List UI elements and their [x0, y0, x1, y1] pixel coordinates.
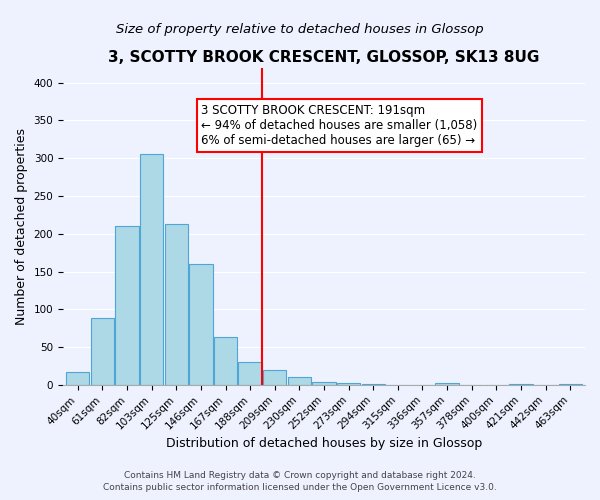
- Bar: [559, 384, 582, 385]
- Bar: [287, 376, 311, 385]
- Text: 3 SCOTTY BROOK CRESCENT: 191sqm
← 94% of detached houses are smaller (1,058)
6% : 3 SCOTTY BROOK CRESCENT: 191sqm ← 94% of…: [202, 104, 478, 147]
- Bar: [140, 154, 163, 385]
- Bar: [238, 362, 262, 385]
- Text: Size of property relative to detached houses in Glossop: Size of property relative to detached ho…: [116, 22, 484, 36]
- Bar: [189, 264, 212, 385]
- Bar: [214, 338, 237, 385]
- X-axis label: Distribution of detached houses by size in Glossop: Distribution of detached houses by size …: [166, 437, 482, 450]
- Bar: [91, 318, 114, 385]
- Y-axis label: Number of detached properties: Number of detached properties: [15, 128, 28, 324]
- Bar: [115, 226, 139, 385]
- Bar: [164, 224, 188, 385]
- Bar: [263, 370, 286, 385]
- Title: 3, SCOTTY BROOK CRESCENT, GLOSSOP, SK13 8UG: 3, SCOTTY BROOK CRESCENT, GLOSSOP, SK13 …: [109, 50, 540, 65]
- Text: Contains HM Land Registry data © Crown copyright and database right 2024.
Contai: Contains HM Land Registry data © Crown c…: [103, 470, 497, 492]
- Bar: [436, 384, 459, 385]
- Bar: [509, 384, 533, 385]
- Bar: [313, 382, 336, 385]
- Bar: [362, 384, 385, 385]
- Bar: [337, 384, 361, 385]
- Bar: [66, 372, 89, 385]
